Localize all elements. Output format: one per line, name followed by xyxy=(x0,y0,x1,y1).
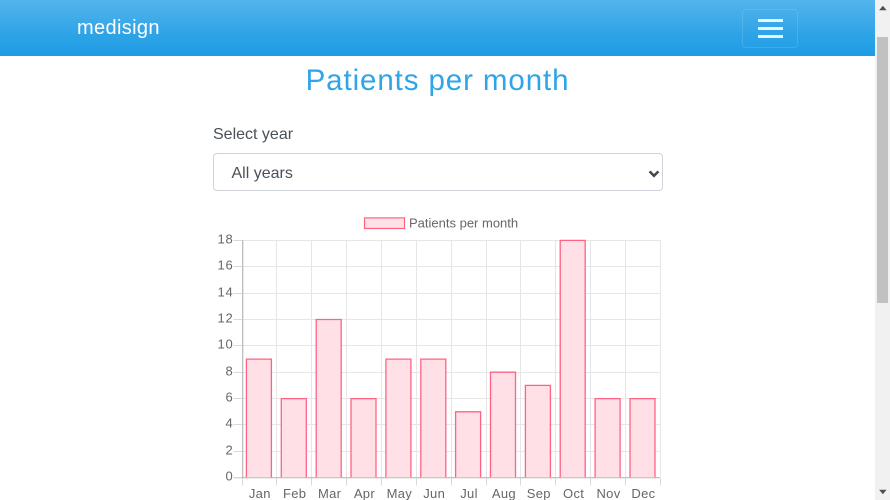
svg-text:Jun: Jun xyxy=(423,486,445,500)
svg-text:10: 10 xyxy=(217,337,233,352)
svg-text:Jul: Jul xyxy=(460,486,478,500)
svg-text:18: 18 xyxy=(217,232,233,247)
svg-text:4: 4 xyxy=(225,416,233,431)
svg-text:Dec: Dec xyxy=(631,486,655,500)
svg-text:0: 0 xyxy=(225,469,233,484)
svg-text:Apr: Apr xyxy=(354,486,376,500)
svg-text:2: 2 xyxy=(225,443,233,458)
svg-text:Nov: Nov xyxy=(596,486,620,500)
svg-text:Feb: Feb xyxy=(283,486,306,500)
svg-text:Jan: Jan xyxy=(249,486,271,500)
svg-text:Mar: Mar xyxy=(318,486,342,500)
svg-text:16: 16 xyxy=(217,258,233,273)
svg-text:12: 12 xyxy=(217,311,233,326)
svg-text:Oct: Oct xyxy=(563,486,584,500)
svg-text:8: 8 xyxy=(225,364,233,379)
svg-text:Aug: Aug xyxy=(492,486,516,500)
svg-text:Patients per month: Patients per month xyxy=(409,215,518,230)
svg-text:May: May xyxy=(387,486,413,500)
svg-text:14: 14 xyxy=(217,285,233,300)
svg-text:6: 6 xyxy=(225,390,233,405)
svg-text:Sep: Sep xyxy=(527,486,551,500)
